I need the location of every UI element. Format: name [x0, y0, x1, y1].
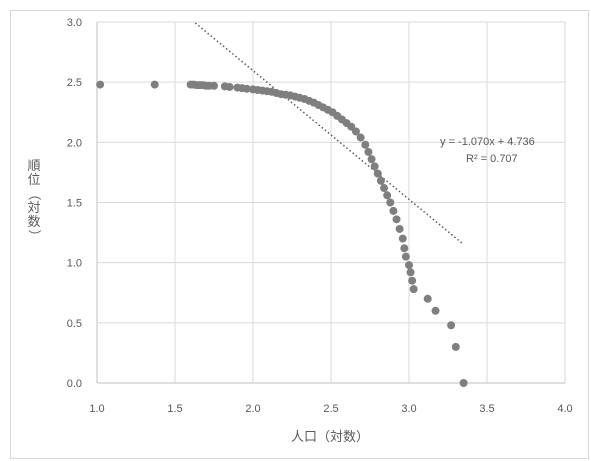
grid-lines: [96, 21, 566, 384]
data-points: [96, 80, 468, 387]
y-tick-label: 1.5: [67, 198, 82, 210]
data-point: [210, 81, 218, 90]
data-point: [225, 82, 234, 91]
data-point: [451, 342, 460, 351]
data-point: [380, 184, 389, 193]
data-point: [351, 127, 360, 136]
data-point: [373, 169, 382, 178]
data-point: [367, 155, 376, 164]
data-point: [376, 176, 385, 185]
y-tick-label: 1.0: [67, 258, 82, 270]
y-axis-title-char: 位: [27, 172, 40, 187]
x-axis-title: 人口（対数）: [291, 429, 369, 444]
y-tick-label: 0.0: [67, 378, 82, 390]
data-point: [389, 206, 398, 215]
x-tick-label: 3.5: [479, 403, 494, 415]
data-point: [356, 133, 365, 142]
axis-tick-labels: 1.0 1.5 2.0 2.5 3.0 3.5 4.0 0.0 0.5 1.0 1.5 2.0 2.5 3…: [67, 17, 573, 415]
data-point: [370, 162, 379, 171]
data-point: [400, 244, 409, 253]
x-tick-label: 1.5: [167, 403, 182, 415]
trendline-r-squared: R² = 0.707: [466, 153, 518, 165]
data-point: [361, 140, 370, 149]
y-tick-label: 3.0: [67, 17, 82, 29]
data-point: [409, 285, 418, 294]
data-point: [395, 224, 404, 233]
y-tick-label: 2.5: [67, 77, 82, 89]
x-tick-label: 4.0: [557, 403, 572, 415]
y-tick-label: 2.0: [67, 137, 82, 149]
y-tick-label: 0.5: [67, 318, 82, 330]
x-tick-label: 2.5: [323, 403, 338, 415]
data-point: [405, 261, 413, 270]
trendline: [194, 22, 465, 246]
trendline-equation: y = -1.070x + 4.736: [440, 136, 535, 148]
data-point: [459, 379, 468, 387]
y-axis-title-char: 順: [27, 158, 40, 173]
data-point: [447, 321, 456, 330]
data-point: [408, 276, 417, 285]
y-axis-title: 順位（対数）: [27, 158, 42, 243]
x-tick-label: 3.0: [401, 403, 416, 415]
chart-border: [10, 10, 589, 459]
data-point: [364, 147, 373, 156]
data-point: [386, 198, 395, 207]
data-point: [401, 252, 410, 261]
data-point: [242, 84, 251, 93]
y-axis-title-char: （: [27, 187, 42, 200]
data-point: [392, 215, 401, 224]
data-point: [383, 191, 392, 200]
data-point: [150, 80, 159, 89]
trendline-layer: [194, 22, 465, 246]
data-point: [406, 268, 415, 277]
y-axis-title-char: ）: [27, 229, 42, 242]
y-axis-title-char: 対: [27, 200, 40, 215]
y-axis-title-char: 数: [27, 214, 40, 229]
data-point: [96, 80, 105, 89]
data-point: [423, 294, 432, 303]
x-tick-label: 2.0: [245, 403, 260, 415]
x-tick-label: 1.0: [89, 403, 104, 415]
data-point: [398, 234, 407, 243]
data-point: [431, 306, 440, 315]
